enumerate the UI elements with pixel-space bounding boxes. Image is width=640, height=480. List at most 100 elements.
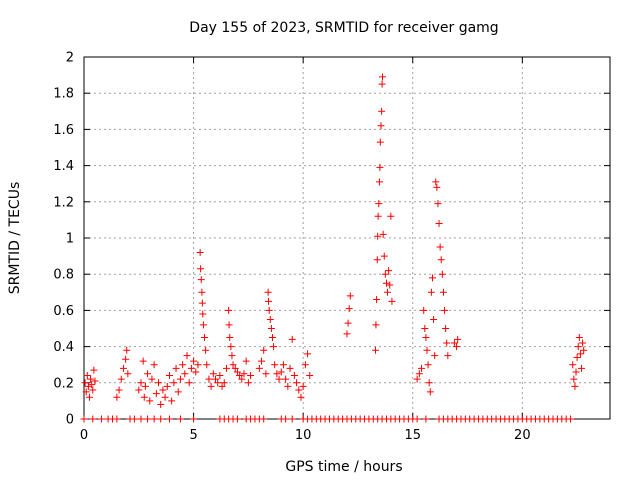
data-point — [113, 415, 121, 423]
data-point — [157, 401, 165, 409]
data-point — [174, 388, 182, 396]
data-point — [115, 386, 123, 394]
data-point — [220, 379, 228, 387]
data-point — [209, 370, 217, 378]
y-tick-label: 1.4 — [53, 159, 74, 174]
data-point — [380, 252, 388, 260]
data-point — [567, 415, 575, 423]
data-point — [301, 361, 309, 369]
data-point — [344, 319, 352, 327]
data-point — [413, 415, 421, 423]
data-point — [388, 297, 396, 305]
data-point — [415, 370, 423, 378]
data-point — [216, 372, 224, 380]
data-point — [432, 178, 440, 186]
data-point — [265, 297, 273, 305]
y-tick-label: 2 — [66, 51, 74, 66]
data-point — [233, 415, 241, 423]
x-tick-label: 0 — [80, 428, 88, 443]
data-point — [422, 415, 430, 423]
data-point — [376, 138, 384, 146]
data-point — [262, 370, 270, 378]
data-point — [384, 288, 392, 296]
y-tick-label: 0.8 — [53, 268, 74, 283]
data-point — [187, 364, 195, 372]
data-point — [163, 382, 171, 390]
data-point — [425, 379, 433, 387]
data-point — [264, 288, 272, 296]
data-point — [202, 346, 210, 354]
data-point — [227, 343, 235, 351]
data-point — [282, 415, 290, 423]
data-point — [258, 357, 266, 365]
data-point — [271, 361, 279, 369]
data-point — [119, 364, 127, 372]
data-point — [297, 393, 305, 401]
data-point — [152, 390, 160, 398]
data-point — [203, 361, 211, 369]
data-point — [168, 397, 176, 405]
x-tick-label: 15 — [404, 428, 421, 443]
data-point — [436, 243, 444, 251]
data-point — [288, 335, 296, 343]
data-point — [379, 73, 387, 81]
data-point — [82, 388, 90, 396]
data-point — [150, 361, 158, 369]
data-point — [306, 372, 314, 380]
data-point — [91, 377, 99, 385]
data-point — [236, 372, 244, 380]
data-point — [214, 379, 222, 387]
data-point — [242, 357, 250, 365]
data-point — [427, 288, 435, 296]
data-point — [424, 361, 432, 369]
data-points — [80, 73, 588, 423]
data-point — [454, 335, 462, 343]
x-axis-label: GPS time / hours — [285, 459, 402, 475]
data-point — [88, 381, 96, 389]
data-point — [574, 343, 582, 351]
data-point — [226, 334, 234, 342]
data-point — [277, 368, 285, 376]
data-point — [218, 382, 226, 390]
data-point — [124, 370, 132, 378]
data-point — [413, 375, 421, 383]
data-point — [199, 310, 207, 318]
data-point — [431, 352, 439, 360]
data-point — [181, 370, 189, 378]
data-point — [375, 178, 383, 186]
data-point — [450, 339, 458, 347]
data-point — [233, 368, 241, 376]
data-point — [570, 375, 578, 383]
data-point — [268, 334, 276, 342]
data-point — [423, 346, 431, 354]
data-point — [212, 375, 219, 383]
data-point — [304, 350, 312, 358]
data-point — [240, 370, 248, 378]
data-point — [139, 357, 147, 365]
data-point — [376, 163, 384, 171]
data-point — [439, 288, 447, 296]
data-point — [421, 325, 429, 332]
data-point — [387, 212, 395, 220]
data-point — [372, 321, 380, 329]
data-point — [382, 279, 390, 287]
data-point — [80, 415, 88, 423]
data-point — [418, 364, 426, 372]
y-tick-label: 0.6 — [53, 304, 74, 319]
data-point — [194, 361, 202, 369]
plot-frame — [83, 56, 611, 420]
data-point — [375, 200, 383, 208]
data-point — [381, 270, 389, 278]
data-point — [87, 375, 95, 383]
data-point — [84, 382, 92, 390]
data-point — [295, 386, 303, 394]
data-point — [141, 382, 149, 390]
data-point — [176, 415, 184, 423]
data-point — [286, 364, 294, 372]
y-tick-label: 0 — [66, 413, 74, 428]
data-point — [371, 346, 379, 354]
data-point — [420, 306, 428, 314]
data-point — [299, 382, 307, 390]
x-tick-label: 5 — [189, 428, 197, 443]
data-point — [199, 321, 207, 329]
